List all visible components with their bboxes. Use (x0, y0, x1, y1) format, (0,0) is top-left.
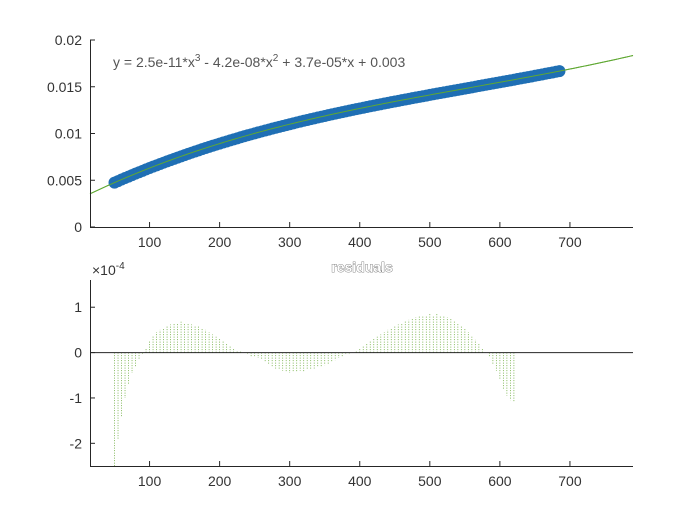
y-tick-label: 0 (74, 219, 82, 235)
fit-equation: y = 2.5e-11*x3 - 4.2e-08*x2 + 3.7e-05*x … (113, 53, 405, 70)
x-tick-label: 200 (208, 473, 232, 489)
y-tick-label: 0.005 (47, 172, 82, 188)
x-tick-label: 400 (348, 234, 372, 250)
y-tick-label: 0.015 (47, 79, 82, 95)
y-tick-label: 0.02 (55, 32, 82, 48)
x-tick-label: 600 (488, 473, 512, 489)
top-plot: 100 200 300 400 500 600 700 0 0.005 0.01 0.015 0.0… (47, 32, 634, 250)
x-tick-label: 500 (418, 473, 442, 489)
y-tick-label: 1 (74, 299, 82, 315)
residuals-title: residuals (331, 259, 393, 275)
y-tick-label: 0 (74, 345, 82, 361)
y-tick-label: -2 (70, 435, 83, 451)
top-y-ticks: 0 0.005 0.01 0.015 0.02 (47, 32, 95, 235)
residuals-x-ticks: 100 200 300 400 500 600 700 (138, 461, 582, 489)
x-tick-label: 500 (418, 234, 442, 250)
residual-bars-layer (114, 314, 515, 466)
data-points-layer (89, 55, 634, 195)
x-tick-label: 400 (348, 473, 372, 489)
x-tick-label: 300 (278, 234, 302, 250)
x-tick-label: 100 (138, 234, 162, 250)
top-x-ticks: 100 200 300 400 500 600 700 (138, 222, 582, 250)
x-tick-label: 600 (488, 234, 512, 250)
y-tick-label: 0.01 (55, 126, 82, 142)
x-tick-label: 300 (278, 473, 302, 489)
residuals-exponent-label: ×10-4 (92, 261, 125, 278)
x-tick-label: 700 (558, 234, 582, 250)
x-tick-label: 200 (208, 234, 232, 250)
fit-line-overlay (89, 55, 634, 195)
residuals-plot: residuals ×10-4 100 200 300 400 500 600 700 -2… (70, 259, 633, 489)
y-tick-label: -1 (70, 390, 83, 406)
x-tick-label: 700 (558, 473, 582, 489)
x-tick-label: 100 (138, 473, 162, 489)
residuals-y-ticks: -2 -1 0 1 (70, 299, 95, 451)
